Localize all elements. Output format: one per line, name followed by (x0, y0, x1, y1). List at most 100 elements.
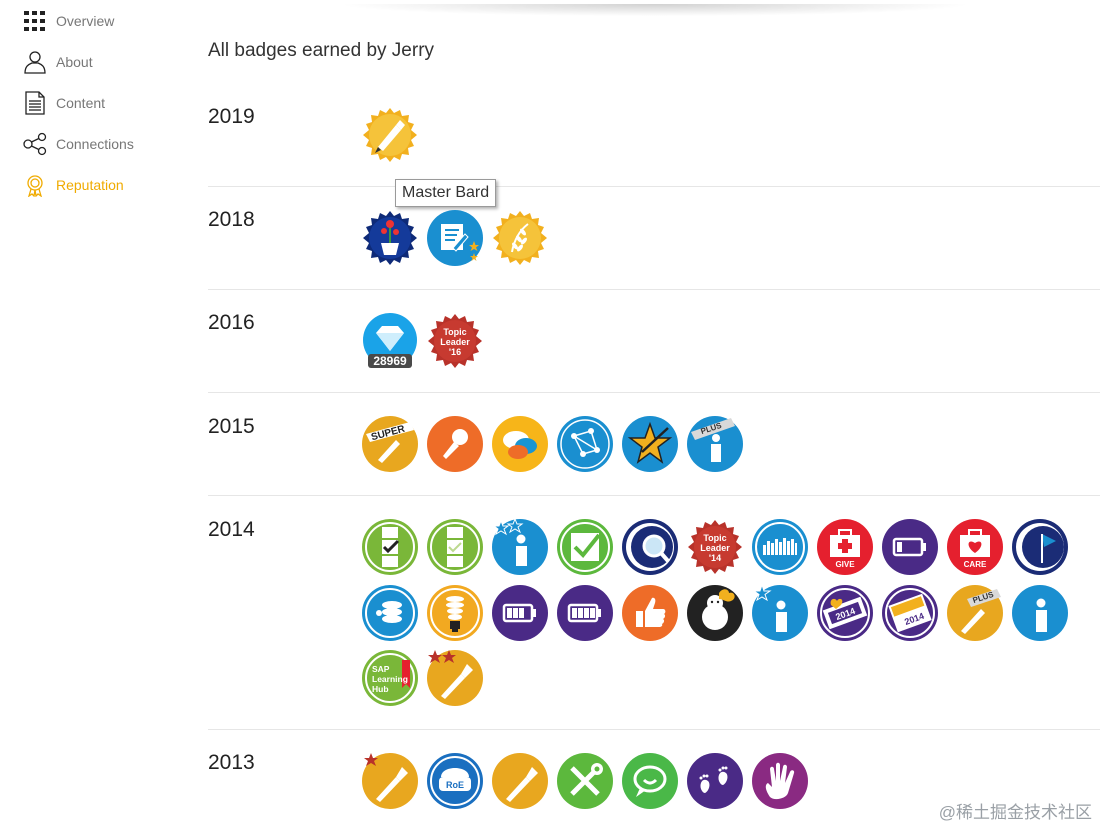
sidebar-item-about[interactable]: About (23, 49, 93, 75)
badge-care[interactable]: CARE (947, 519, 1003, 575)
badge-chat[interactable] (622, 753, 678, 809)
badge-give[interactable]: GIVE (817, 519, 873, 575)
divider (208, 729, 1100, 730)
person-icon (24, 51, 46, 74)
year-label: 2018 (208, 208, 255, 231)
badge-info-star[interactable] (752, 585, 808, 641)
badge-topic-leader-16[interactable]: Topic Leader '16 (427, 313, 483, 369)
badge-speaker[interactable] (427, 416, 483, 472)
badge-text: '14 (709, 553, 721, 563)
badge-star-writer[interactable] (362, 753, 418, 809)
badge-battery-full[interactable] (557, 585, 613, 641)
badge-coins[interactable] (362, 585, 418, 641)
badge-quill-plus[interactable]: PLUS (947, 585, 1003, 641)
badge-growth[interactable] (362, 210, 418, 266)
badge-info-plus[interactable]: PLUS (687, 416, 743, 472)
badge-footprints[interactable] (687, 753, 743, 809)
year-label: 2013 (208, 751, 255, 774)
sidebar-item-label: Overview (56, 13, 115, 29)
sidebar-item-overview[interactable]: Overview (23, 8, 114, 34)
connections-icon (23, 132, 47, 156)
checklist-icon (362, 519, 418, 575)
badge-tools[interactable] (557, 753, 613, 809)
badge-text: Topic (443, 327, 466, 337)
sidebar-item-content[interactable]: Content (23, 90, 105, 116)
sidebar-item-label: Reputation (56, 177, 124, 193)
header-shadow (345, 4, 965, 16)
topic-leader-seal-icon: Topic Leader '16 (428, 314, 482, 368)
badge-battery-low[interactable] (882, 519, 938, 575)
badge-text: Learning (372, 674, 408, 684)
badge-checked[interactable] (557, 519, 613, 575)
reputation-icon (27, 175, 43, 197)
sidebar-item-connections[interactable]: Connections (23, 131, 134, 157)
page-title: All badges earned by Jerry (208, 40, 435, 61)
moon-flag-icon (1012, 519, 1068, 575)
badge-info[interactable] (1012, 585, 1068, 641)
year-label: 2016 (208, 311, 255, 334)
badge-text: '16 (449, 347, 461, 357)
sidebar-item-reputation[interactable]: Reputation (23, 172, 124, 198)
divider (208, 392, 1100, 393)
checklist-icon (427, 519, 483, 575)
roe-icon: RoE (427, 753, 483, 809)
badge-snowman[interactable] (687, 585, 743, 641)
badge-roe[interactable]: RoE (427, 753, 483, 809)
badge-text: SAP (372, 664, 390, 674)
badge-topic-leader-14[interactable]: Topic Leader '14 (687, 519, 743, 575)
badge-two-star-writer[interactable] (427, 650, 483, 706)
battery-icon (882, 519, 938, 575)
badge-diamond[interactable]: 28969 (362, 313, 418, 369)
badge-sap-learning-hub[interactable]: SAP Learning Hub (362, 650, 418, 706)
badge-battery-half[interactable] (492, 585, 548, 641)
badge-checklist-2[interactable] (427, 519, 483, 575)
info-icon (1012, 585, 1068, 641)
year-label: 2015 (208, 415, 255, 438)
badge-conversation[interactable] (492, 416, 548, 472)
star-guitar-icon (622, 416, 678, 472)
laurel-icon (493, 211, 547, 265)
lightbulb-icon (427, 585, 483, 641)
divider (208, 186, 1100, 187)
film-icon: 2014 (817, 585, 873, 641)
grid-icon (24, 11, 45, 31)
badge-film-2014[interactable]: 2014 (817, 585, 873, 641)
two-star-quill-icon (427, 650, 483, 706)
badge-lightbulb[interactable] (427, 585, 483, 641)
learning-hub-icon: SAP Learning Hub (362, 650, 418, 706)
topic-leader-seal-icon: Topic Leader '14 (688, 520, 742, 574)
badge-blog-author[interactable] (427, 210, 483, 266)
diamond-count: 28969 (373, 354, 407, 368)
badge-hand[interactable] (752, 753, 808, 809)
badge-laurel[interactable] (492, 210, 548, 266)
divider (208, 495, 1100, 496)
info-star-icon (752, 585, 808, 641)
hand-icon (752, 753, 808, 809)
badge-gold-quill[interactable] (362, 107, 418, 163)
badge-thumbs-up[interactable] (622, 585, 678, 641)
quill-icon (492, 753, 548, 809)
sidebar-item-label: Connections (56, 136, 134, 152)
coins-icon (362, 585, 418, 641)
year-label: 2019 (208, 105, 255, 128)
badge-super-writer[interactable]: SUPER (362, 416, 418, 472)
battery-icon (492, 585, 548, 641)
badge-quill[interactable] (492, 753, 548, 809)
badge-meter[interactable] (752, 519, 808, 575)
badge-search[interactable] (622, 519, 678, 575)
badge-info-stars[interactable] (492, 519, 548, 575)
magnifier-icon (622, 519, 678, 575)
microphone-icon (427, 416, 483, 472)
footprints-icon (687, 753, 743, 809)
badge-calendar-2014[interactable]: 2014 (882, 585, 938, 641)
gold-seal-icon (363, 108, 417, 162)
badge-moon-flag[interactable] (1012, 519, 1068, 575)
badge-text: RoE (446, 780, 464, 790)
badge-checklist-1[interactable] (362, 519, 418, 575)
network-icon (557, 416, 613, 472)
badge-rockstar[interactable] (622, 416, 678, 472)
first-aid-icon: GIVE (817, 519, 873, 575)
badge-network[interactable] (557, 416, 613, 472)
plant-icon (363, 211, 417, 265)
sidebar-item-label: About (56, 54, 93, 70)
